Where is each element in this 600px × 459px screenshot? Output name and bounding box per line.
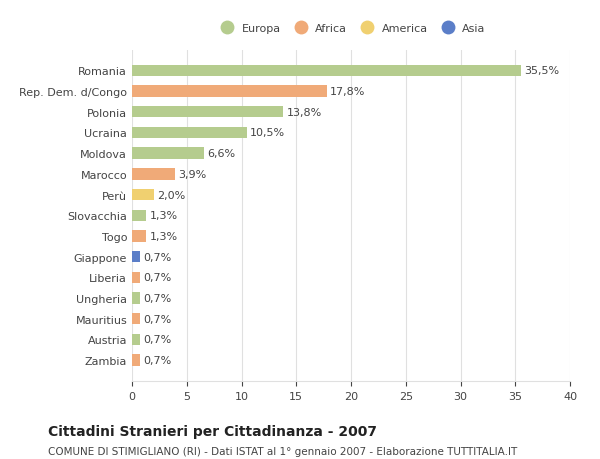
Text: 0,7%: 0,7% — [143, 293, 171, 303]
Text: 0,7%: 0,7% — [143, 355, 171, 365]
Text: 0,7%: 0,7% — [143, 252, 171, 262]
Text: 17,8%: 17,8% — [330, 87, 365, 97]
Bar — [132, 334, 140, 345]
Bar — [132, 231, 146, 242]
Text: 0,7%: 0,7% — [143, 273, 171, 283]
Text: 1,3%: 1,3% — [149, 231, 178, 241]
Text: Cittadini Stranieri per Cittadinanza - 2007: Cittadini Stranieri per Cittadinanza - 2… — [48, 425, 377, 438]
Bar — [132, 66, 521, 77]
Text: 0,7%: 0,7% — [143, 335, 171, 345]
Text: 3,9%: 3,9% — [178, 169, 206, 179]
Bar — [132, 148, 204, 159]
Bar — [132, 86, 327, 97]
Bar — [132, 107, 283, 118]
Text: 6,6%: 6,6% — [208, 149, 236, 159]
Text: 0,7%: 0,7% — [143, 314, 171, 324]
Text: 35,5%: 35,5% — [524, 66, 559, 76]
Text: 2,0%: 2,0% — [157, 190, 185, 200]
Bar — [132, 313, 140, 325]
Bar — [132, 252, 140, 263]
Bar — [132, 293, 140, 304]
Text: 1,3%: 1,3% — [149, 211, 178, 221]
Bar — [132, 272, 140, 283]
Bar — [132, 355, 140, 366]
Text: COMUNE DI STIMIGLIANO (RI) - Dati ISTAT al 1° gennaio 2007 - Elaborazione TUTTIT: COMUNE DI STIMIGLIANO (RI) - Dati ISTAT … — [48, 446, 517, 456]
Bar — [132, 190, 154, 201]
Legend: Europa, Africa, America, Asia: Europa, Africa, America, Asia — [212, 20, 490, 39]
Bar — [132, 210, 146, 221]
Text: 13,8%: 13,8% — [286, 107, 322, 118]
Text: 10,5%: 10,5% — [250, 128, 286, 138]
Bar — [132, 169, 175, 180]
Bar — [132, 128, 247, 139]
